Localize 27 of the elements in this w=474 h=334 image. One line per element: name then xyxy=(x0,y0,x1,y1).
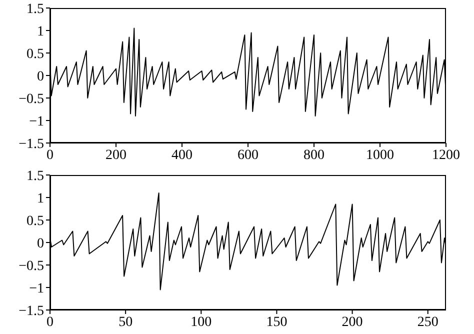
y-tick-label: 0 xyxy=(37,236,44,252)
y-tick-label: 0.5 xyxy=(26,214,44,229)
y-tick-label: 0 xyxy=(37,69,44,84)
x-tick-label: 150 xyxy=(266,314,288,330)
y-tick-label: −1.5 xyxy=(18,136,44,152)
x-tick-label: 250 xyxy=(417,314,438,330)
y-tick-label: −1.5 xyxy=(18,304,44,319)
x-tick-label: 1200 xyxy=(432,148,460,163)
x-tick-label: 1000 xyxy=(366,148,394,163)
x-tick-label: 0 xyxy=(46,314,54,330)
x-tick-label: 100 xyxy=(190,314,212,330)
x-tick-label: 600 xyxy=(238,148,258,163)
x-tick-label: 200 xyxy=(106,148,126,163)
y-tick-label: 1 xyxy=(37,191,44,206)
x-tick-label: 400 xyxy=(172,148,192,163)
y-tick-label: −1 xyxy=(29,114,44,130)
y-tick-label: −0.5 xyxy=(18,92,44,107)
y-tick-label: −1 xyxy=(29,281,44,296)
y-tick-label: 1.5 xyxy=(26,2,44,17)
y-tick-label: 0.5 xyxy=(26,46,44,62)
x-tick-label: 200 xyxy=(342,314,363,330)
y-tick-label: −0.5 xyxy=(18,258,44,274)
x-tick-label: 0 xyxy=(46,148,54,163)
x-tick-label: 50 xyxy=(118,314,133,330)
x-tick-label: 800 xyxy=(304,148,324,163)
y-tick-label: 1.5 xyxy=(26,168,44,184)
y-tick-label: 1 xyxy=(37,24,44,40)
